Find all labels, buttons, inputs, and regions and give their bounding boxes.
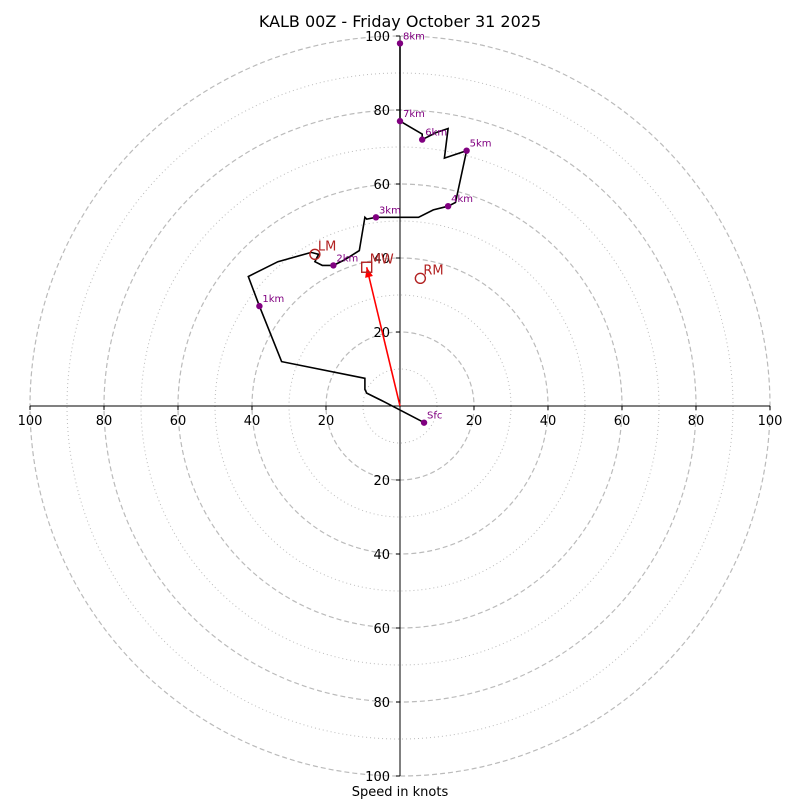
height-marker-sfc <box>420 419 428 426</box>
height-label-1km: 1km <box>262 294 284 305</box>
height-label-4km: 4km <box>451 194 473 205</box>
x-tick-label-right-20: 20 <box>466 414 483 429</box>
height-marker-4km <box>444 203 452 210</box>
x-tick-label-left-20: 20 <box>318 414 335 429</box>
height-label-5km: 5km <box>470 139 492 150</box>
y-tick-label-bottom-20: 20 <box>373 474 390 489</box>
height-marker-1km <box>256 302 263 310</box>
x-axis-label: Speed in knots <box>352 785 449 800</box>
height-label-7km: 7km <box>403 109 425 120</box>
y-tick-label-bottom-60: 60 <box>373 622 390 637</box>
y-tick-label-bottom-100: 100 <box>365 770 390 785</box>
hodograph-trace-line <box>247 43 468 424</box>
height-marker-3km <box>372 214 380 221</box>
height-label-6km: 6km <box>425 128 447 139</box>
y-tick-label-top-80: 80 <box>373 104 390 119</box>
hodograph-series <box>247 43 468 424</box>
y-tick-label-top-20: 20 <box>373 326 390 341</box>
y-tick-label-bottom-40: 40 <box>373 548 390 563</box>
y-tick-label-top-40: 40 <box>373 252 390 267</box>
y-tick-label-bottom-80: 80 <box>373 696 390 711</box>
x-tick-label-left-40: 40 <box>244 414 261 429</box>
lm-marker <box>309 248 321 261</box>
height-label-3km: 3km <box>379 205 401 216</box>
height-marker-8km <box>396 40 404 47</box>
y-tick-label-top-100: 100 <box>365 30 390 45</box>
x-tick-label-left-60: 60 <box>170 414 187 429</box>
height-marker-7km <box>396 117 404 125</box>
tick-labels: 100 100 100 100 80 80 80 80 60 60 60 60 40 40 40 40 20 20… <box>18 30 783 785</box>
storm-motion-markers: LM MW RM <box>309 239 444 285</box>
mean-wind-vector-line <box>365 267 401 407</box>
x-tick-label-right-100: 100 <box>758 414 783 429</box>
height-label-8km: 8km <box>403 31 425 42</box>
chart-title: KALB 00Z - Friday October 31 2025 <box>259 12 541 31</box>
x-tick-label-right-80: 80 <box>688 414 705 429</box>
height-label-2km: 2km <box>336 253 358 264</box>
height-marker-2km <box>330 262 337 269</box>
lm-label: LM <box>318 239 336 254</box>
mw-label: MW <box>370 252 394 267</box>
x-tick-label-right-60: 60 <box>614 414 631 429</box>
x-tick-label-left-80: 80 <box>96 414 113 429</box>
rm-marker <box>414 272 427 285</box>
rm-label: RM <box>423 263 443 278</box>
x-tick-label-left-100: 100 <box>18 414 43 429</box>
height-label-sfc: Sfc <box>427 411 442 422</box>
x-tick-label-right-40: 40 <box>540 414 557 429</box>
y-tick-label-top-60: 60 <box>373 178 390 193</box>
mw-marker <box>361 261 373 273</box>
height-marker-6km <box>419 136 426 143</box>
height-marker-5km <box>463 147 470 154</box>
